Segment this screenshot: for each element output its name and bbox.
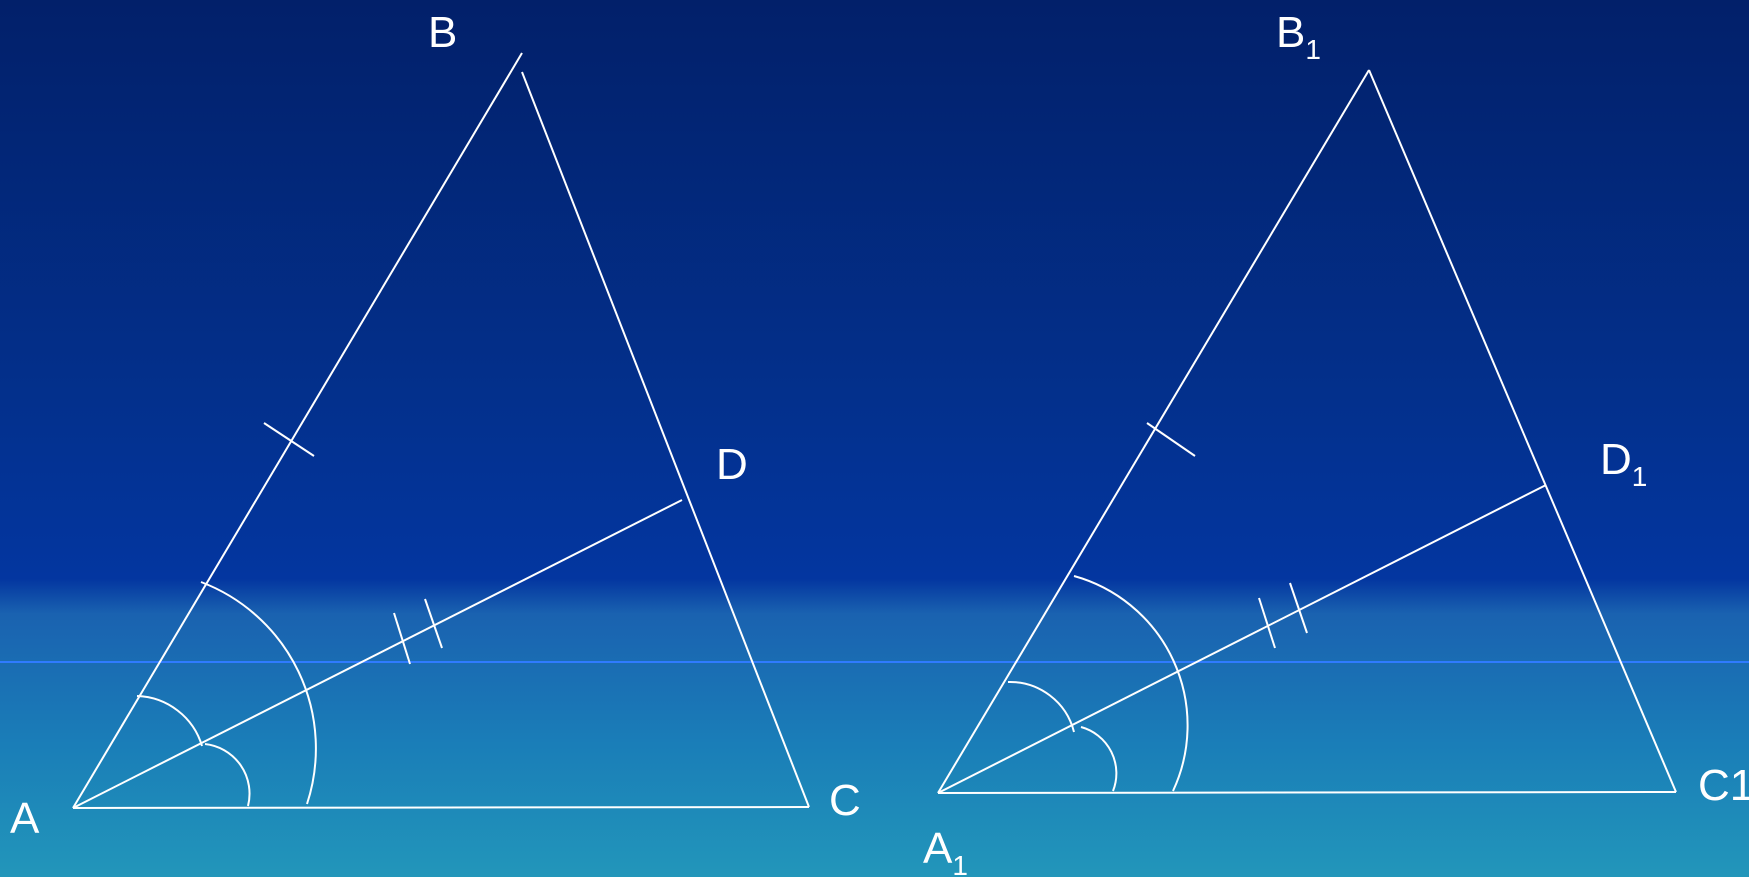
angle-arc-b1a1c1-large [1074,576,1188,791]
label-a1-subscript: 1 [952,850,968,877]
label-b1: B1 [1276,8,1321,65]
side-ac [73,807,809,808]
angle-arc-bad-small [137,696,202,746]
label-d: D [716,440,748,489]
label-d1: D1 [1600,435,1647,492]
angle-arc-d1a1c1-small [1081,727,1116,791]
label-d1-subscript: 1 [1632,461,1648,492]
label-b: B [428,8,457,57]
side-b1c1 [1369,70,1676,792]
angle-arc-b1a1d1-small [1008,682,1074,732]
angle-arc-dac-small [205,744,250,806]
label-a: A [10,794,40,843]
side-a1c1 [938,792,1676,793]
tick-ab [264,423,314,456]
triangle-abc [73,53,809,808]
label-b1-subscript: 1 [1305,34,1321,65]
tick-a1b1 [1147,423,1195,456]
label-d1-letter: D [1600,435,1632,484]
label-a1-letter: A [923,824,953,873]
triangle-a1b1c1 [938,70,1676,793]
label-c: C [829,776,861,825]
label-b1-letter: B [1276,8,1305,57]
side-bc [522,72,809,807]
label-c1: C1 [1698,761,1749,810]
label-a1: A1 [923,824,968,877]
